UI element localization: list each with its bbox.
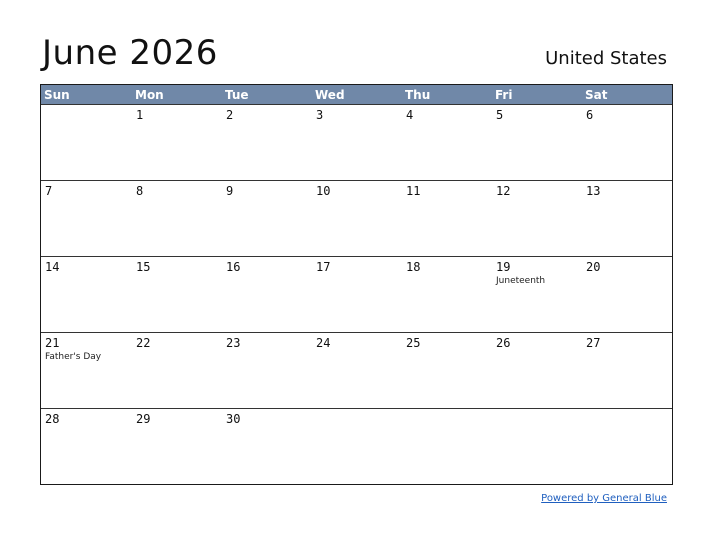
holiday-label: Father's Day xyxy=(45,352,102,362)
day-cell: 30 xyxy=(222,409,312,485)
day-cell: 3 xyxy=(312,105,402,180)
day-number: 29 xyxy=(136,412,151,426)
day-cell: 26 xyxy=(492,333,582,408)
day-cell: 18 xyxy=(402,257,492,332)
day-cell: 9 xyxy=(222,181,312,256)
day-number: 14 xyxy=(45,260,60,274)
weekday-fri: Fri xyxy=(495,88,513,102)
day-number: 13 xyxy=(586,184,601,198)
day-cell: 21 Father's Day xyxy=(41,333,132,408)
day-number: 16 xyxy=(226,260,241,274)
day-cell xyxy=(402,409,492,485)
day-cell: 11 xyxy=(402,181,492,256)
calendar-title: June 2026 xyxy=(42,33,218,73)
day-cell: 14 xyxy=(41,257,132,332)
day-number: 21 xyxy=(45,336,60,350)
day-number: 6 xyxy=(586,108,594,122)
day-cell: 5 xyxy=(492,105,582,180)
day-cell: 15 xyxy=(132,257,222,332)
day-number: 15 xyxy=(136,260,151,274)
day-number: 23 xyxy=(226,336,241,350)
day-number: 30 xyxy=(226,412,241,426)
day-cell: 22 xyxy=(132,333,222,408)
powered-by-link[interactable]: Powered by General Blue xyxy=(541,493,667,504)
weekday-mon: Mon xyxy=(135,88,164,102)
day-cell xyxy=(492,409,582,485)
week-row: 7 8 9 10 11 12 13 xyxy=(41,181,672,257)
day-cell: 2 xyxy=(222,105,312,180)
weekday-sat: Sat xyxy=(585,88,608,102)
day-number: 17 xyxy=(316,260,331,274)
day-cell xyxy=(312,409,402,485)
day-cell: 16 xyxy=(222,257,312,332)
day-cell: 7 xyxy=(41,181,132,256)
weekday-tue: Tue xyxy=(225,88,249,102)
day-number: 19 xyxy=(496,260,511,274)
day-number: 22 xyxy=(136,336,151,350)
day-number: 26 xyxy=(496,336,511,350)
day-cell xyxy=(582,409,672,485)
weekday-wed: Wed xyxy=(315,88,345,102)
day-cell: 19 Juneteenth xyxy=(492,257,582,332)
day-cell: 20 xyxy=(582,257,672,332)
day-number: 8 xyxy=(136,184,144,198)
day-number: 5 xyxy=(496,108,504,122)
day-number: 28 xyxy=(45,412,60,426)
day-number: 18 xyxy=(406,260,421,274)
day-number: 24 xyxy=(316,336,331,350)
holiday-label: Juneteenth xyxy=(496,276,546,286)
day-number: 3 xyxy=(316,108,324,122)
day-number: 7 xyxy=(45,184,53,198)
day-cell: 1 xyxy=(132,105,222,180)
day-cell: 6 xyxy=(582,105,672,180)
day-cell: 28 xyxy=(41,409,132,485)
day-number: 25 xyxy=(406,336,421,350)
day-cell xyxy=(41,105,132,180)
day-cell: 13 xyxy=(582,181,672,256)
week-row: 14 15 16 17 18 19 Juneteenth 20 xyxy=(41,257,672,333)
day-number: 10 xyxy=(316,184,331,198)
day-cell: 10 xyxy=(312,181,402,256)
day-cell: 27 xyxy=(582,333,672,408)
day-number: 2 xyxy=(226,108,234,122)
day-cell: 17 xyxy=(312,257,402,332)
day-cell: 29 xyxy=(132,409,222,485)
day-number: 4 xyxy=(406,108,414,122)
day-cell: 23 xyxy=(222,333,312,408)
day-cell: 25 xyxy=(402,333,492,408)
day-number: 9 xyxy=(226,184,234,198)
day-cell: 4 xyxy=(402,105,492,180)
weekday-sun: Sun xyxy=(44,88,70,102)
week-row: 28 29 30 xyxy=(41,409,672,485)
day-cell: 24 xyxy=(312,333,402,408)
week-row: 21 Father's Day 22 23 24 25 26 27 xyxy=(41,333,672,409)
country-label: United States xyxy=(545,48,667,69)
day-cell: 12 xyxy=(492,181,582,256)
day-number: 11 xyxy=(406,184,421,198)
day-number: 1 xyxy=(136,108,144,122)
day-number: 12 xyxy=(496,184,511,198)
day-number: 27 xyxy=(586,336,601,350)
day-number: 20 xyxy=(586,260,601,274)
week-row: 1 2 3 4 5 6 xyxy=(41,105,672,181)
day-cell: 8 xyxy=(132,181,222,256)
weekday-header-row: Sun Mon Tue Wed Thu Fri Sat xyxy=(41,85,672,105)
calendar-grid: Sun Mon Tue Wed Thu Fri Sat 1 2 3 4 5 6 7 8 9 10 1… xyxy=(40,84,673,485)
weekday-thu: Thu xyxy=(405,88,431,102)
